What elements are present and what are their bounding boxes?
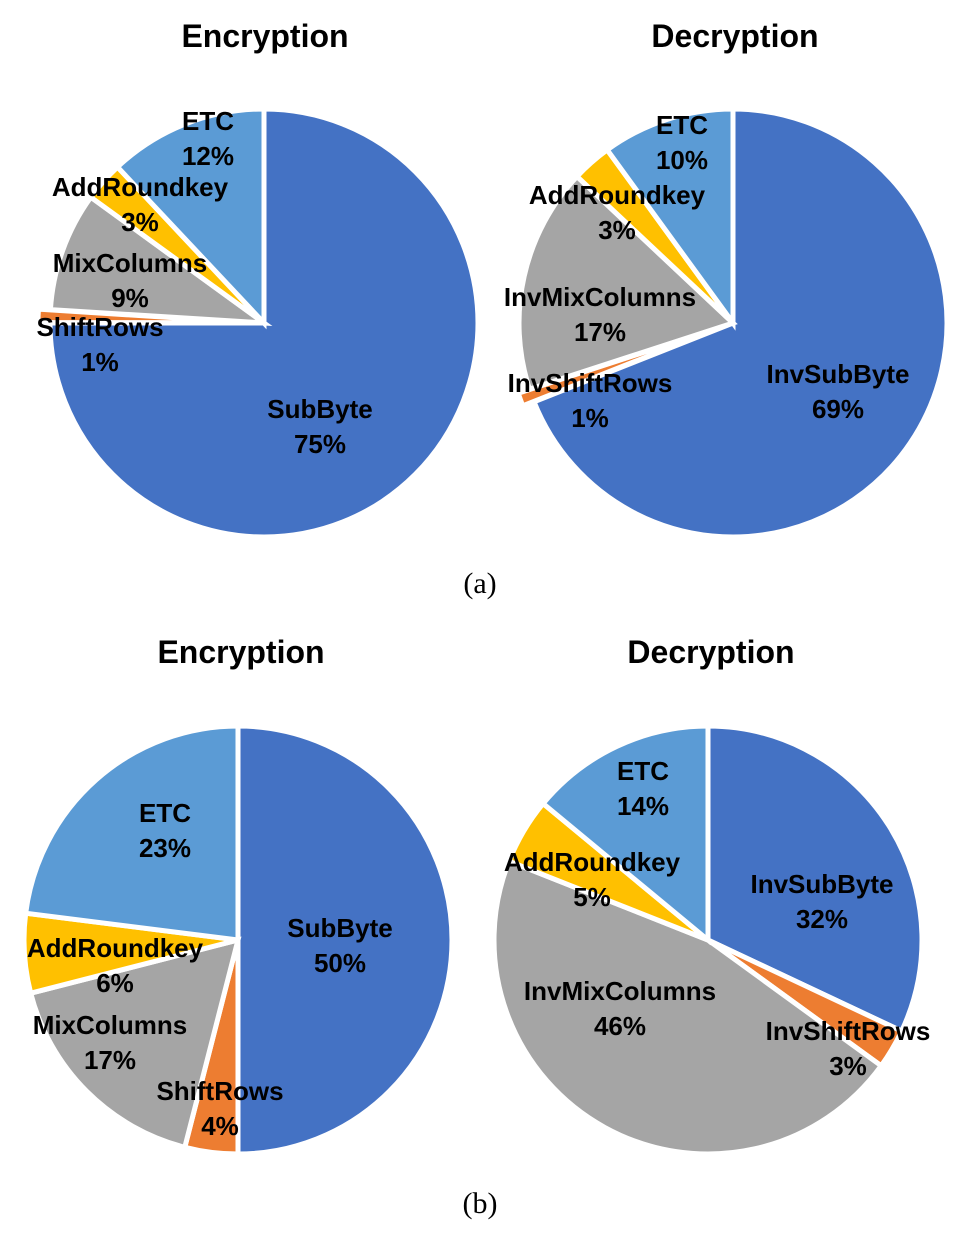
slice-name: ShiftRows: [156, 1076, 283, 1106]
pie-slice-etc: [603, 106, 736, 331]
data-label-add-roundkey: AddRoundkey 3%: [52, 172, 229, 237]
slice-percent: 10%: [656, 145, 708, 175]
slice-name: InvSubByte: [750, 869, 893, 899]
data-label-add-roundkey: AddRoundkey 6%: [27, 933, 204, 998]
slice-name: InvShiftRows: [508, 368, 673, 398]
pie-chart-b-decryption: Decryption InvSubByte 32%InvShiftRows 3%In…: [491, 634, 930, 1157]
pie-slice-mix-columns: [47, 193, 273, 327]
pie-chart-b-encryption: Encryption SubByte 50% ShiftRows 4% MixColum…: [21, 634, 455, 1157]
data-label-inv-shift-rows: InvShiftRows 1%: [508, 368, 673, 433]
slice-name: ETC: [139, 798, 191, 828]
data-label-etc: ETC 23%: [139, 798, 191, 863]
slice-percent: 5%: [573, 882, 611, 912]
slice-percent: 17%: [84, 1045, 136, 1075]
pie-slice-etc: [22, 723, 241, 943]
pie-chart-a-decryption: Decryption InvSubByte 69%InvShiftRows 1%In…: [504, 18, 950, 540]
slice-percent: 3%: [121, 207, 159, 237]
slice-percent: 1%: [81, 347, 119, 377]
data-label-add-roundkey: AddRoundkey 3%: [529, 180, 706, 245]
slice-name: InvShiftRows: [766, 1016, 931, 1046]
data-label-shift-rows: ShiftRows 4%: [156, 1076, 283, 1141]
slice-percent: 50%: [314, 948, 366, 978]
data-label-mix-columns: MixColumns 17%: [33, 1010, 188, 1075]
slice-name: InvMixColumns: [504, 282, 696, 312]
slice-percent: 23%: [139, 833, 191, 863]
pie-slice-inv-mix-columns: [491, 857, 885, 1157]
data-label-etc: ETC 10%: [656, 110, 708, 175]
slice-percent: 17%: [574, 317, 626, 347]
data-labels: SubByte 75% ShiftRows 1% MixColumns 9% AddRoun…: [36, 106, 372, 459]
data-label-inv-mix-columns: InvMixColumns 46%: [524, 976, 716, 1041]
pie-chart-a-encryption: Encryption SubByte 75% ShiftRows 1% MixColum…: [35, 18, 481, 540]
slice-name: AddRoundkey: [27, 933, 204, 963]
panel-caption-b: (b): [463, 1187, 498, 1220]
pie-slice-inv-sub-byte: [530, 106, 950, 540]
slice-percent: 9%: [111, 283, 149, 313]
pie-slice-inv-shift-rows: [515, 324, 723, 410]
slice-percent: 32%: [796, 904, 848, 934]
pie-slice-mix-columns: [27, 936, 242, 1151]
data-label-add-roundkey: AddRoundkey 5%: [504, 847, 681, 912]
pie-slice-etc: [539, 723, 711, 946]
pie-slices: [21, 723, 455, 1157]
slice-name: ETC: [182, 106, 234, 136]
data-labels: InvSubByte 69% InvShiftRows 1% InvMixColumns…: [504, 110, 910, 433]
slice-name: ShiftRows: [36, 312, 163, 342]
pie-slice-etc: [113, 106, 267, 330]
slice-percent: 46%: [594, 1011, 646, 1041]
pie-slices: [515, 106, 950, 540]
pie-slices: [35, 106, 481, 540]
data-label-etc: ETC 12%: [182, 106, 234, 171]
slice-name: AddRoundkey: [504, 847, 681, 877]
chart-title: Encryption: [157, 634, 324, 670]
slice-name: SubByte: [267, 394, 372, 424]
slice-name: AddRoundkey: [52, 172, 229, 202]
slice-name: ETC: [617, 756, 669, 786]
chart-title: Decryption: [651, 18, 818, 54]
pie-slice-sub-byte: [47, 106, 481, 540]
slice-name: InvMixColumns: [524, 976, 716, 1006]
chart-title: Encryption: [181, 18, 348, 54]
data-label-inv-mix-columns: InvMixColumns 17%: [504, 282, 696, 347]
data-label-inv-sub-byte: InvSubByte 69%: [766, 359, 909, 424]
slice-percent: 3%: [829, 1051, 867, 1081]
slice-percent: 6%: [96, 968, 134, 998]
data-label-sub-byte: SubByte 75%: [267, 394, 372, 459]
data-labels: InvSubByte 32% InvShiftRows 3% InvMixColumns…: [504, 756, 930, 1081]
slice-name: SubByte: [287, 913, 392, 943]
slice-percent: 69%: [812, 394, 864, 424]
chart-title: Decryption: [627, 634, 794, 670]
data-label-inv-sub-byte: InvSubByte 32%: [750, 869, 893, 934]
slice-name: MixColumns: [33, 1010, 188, 1040]
slice-name: AddRoundkey: [529, 180, 706, 210]
slice-name: ETC: [656, 110, 708, 140]
pie-slices: [491, 723, 925, 1157]
panel-caption-a: (a): [463, 567, 496, 600]
data-label-shift-rows: ShiftRows 1%: [36, 312, 163, 377]
slice-percent: 12%: [182, 141, 234, 171]
data-label-mix-columns: MixColumns 9%: [53, 248, 208, 313]
pie-slice-inv-mix-columns: [516, 172, 738, 393]
slice-percent: 75%: [294, 429, 346, 459]
data-label-etc: ETC 14%: [617, 756, 669, 821]
pie-slice-inv-sub-byte: [705, 723, 925, 1035]
slice-percent: 4%: [201, 1111, 239, 1141]
pie-slice-sub-byte: [235, 723, 455, 1157]
slice-name: MixColumns: [53, 248, 208, 278]
data-label-inv-shift-rows: InvShiftRows 3%: [766, 1016, 931, 1081]
slice-percent: 14%: [617, 791, 669, 821]
slice-percent: 1%: [571, 403, 609, 433]
slice-name: InvSubByte: [766, 359, 909, 389]
slice-percent: 3%: [598, 215, 636, 245]
data-labels: SubByte 50% ShiftRows 4% MixColumns 17% AddRou…: [27, 798, 393, 1141]
data-label-sub-byte: SubByte 50%: [287, 913, 392, 978]
